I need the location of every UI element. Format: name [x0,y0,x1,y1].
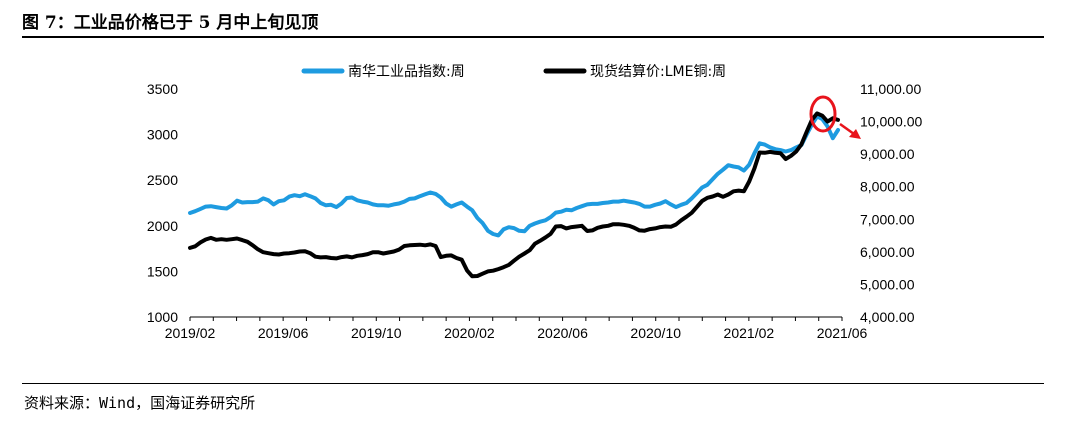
x-tick-label: 2019/06 [258,325,309,341]
legend-label-nanhua: 南华工业品指数:周 [348,64,465,80]
left-tick-label: 2000 [147,218,178,234]
source-note: 资料来源：Wind，国海证券研究所 [24,394,256,412]
left-tick-label: 1500 [147,263,178,279]
right-tick-label: 11,000.00 [860,81,921,97]
x-tick-label: 2020/10 [630,325,681,341]
x-tick-label: 2020/02 [444,325,495,341]
legend: 南华工业品指数:周 现货结算价:LME铜:周 [301,63,726,80]
left-tick-label: 3500 [147,81,178,97]
legend-label-lme: 现货结算价:LME铜:周 [590,63,726,80]
x-tick-label: 2021/02 [724,325,775,341]
left-tick-label: 2500 [147,172,178,188]
series-layer [188,111,840,279]
down-arrow-shaft [839,122,855,136]
peak-annotation [809,95,861,139]
right-tick-label: 4,000.00 [860,309,915,325]
series-line-nanhua [188,114,840,238]
x-tick-label: 2020/06 [537,325,588,341]
down-arrow-icon [849,129,861,139]
right-tick-label: 9,000.00 [860,146,915,162]
left-tick-label: 1000 [147,309,178,325]
figure-title: 图 7：工业品价格已于 5 月中上旬见顶 [22,13,319,33]
x-axis: 2019/02 2019/06 2019/10 2020/02 2020/06 2020/… [165,316,868,341]
left-tick-label: 3000 [147,127,178,143]
right-tick-label: 5,000.00 [860,276,915,292]
right-tick-label: 7,000.00 [860,211,915,227]
right-tick-label: 6,000.00 [860,244,915,260]
series-line-lme [188,111,840,279]
title-rule [22,36,1044,38]
source-rule [22,383,1044,384]
right-tick-label: 10,000.00 [860,114,922,130]
x-tick-label: 2019/10 [351,325,402,341]
left-axis-ticks: 3500 3000 2500 2000 1500 1000 [147,81,178,325]
right-tick-label: 8,000.00 [860,179,915,195]
x-tick-label: 2021/06 [817,325,868,341]
x-tick-label: 2019/02 [165,325,216,341]
right-axis-ticks: 11,000.00 10,000.00 9,000.00 8,000.00 7,000.… [860,81,922,325]
peak-circle-marker [809,95,837,133]
